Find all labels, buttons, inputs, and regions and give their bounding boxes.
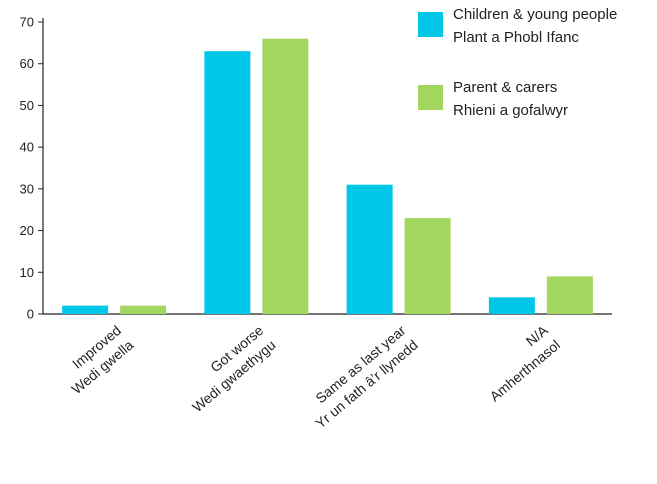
legend-label-en: Parent & carers (453, 79, 557, 96)
bar-series2-got-worse (262, 38, 309, 314)
y-tick-label: 0 (27, 307, 34, 322)
legend-label-cy: Plant a Phobl Ifanc (453, 29, 579, 46)
y-tick-label: 30 (20, 181, 34, 196)
bar-series2-n-a (546, 276, 593, 314)
y-tick-label: 60 (20, 56, 34, 71)
bar-series1-n-a (488, 297, 535, 314)
y-tick-label: 20 (20, 223, 34, 238)
legend-label-en: Children & young people (453, 6, 617, 23)
y-tick-labels: 0 10 20 30 40 50 60 70 (20, 15, 34, 322)
legend-swatch-series2 (418, 85, 443, 110)
category-label-cy: Amherthnasol (487, 337, 563, 405)
bar-series1-improved (62, 305, 109, 314)
y-tick-label: 10 (20, 265, 34, 280)
legend: Children & young people Plant a Phobl Ifa… (418, 6, 617, 119)
y-tick-label: 50 (20, 98, 34, 113)
bar-series2-same-as-last-year (404, 218, 451, 314)
legend-label-cy: Rhieni a gofalwyr (453, 102, 568, 119)
bar-series1-same-as-last-year (346, 184, 393, 314)
bar-series2-improved (120, 305, 167, 314)
bars (62, 38, 593, 314)
axes (38, 18, 612, 315)
y-tick-label: 70 (20, 15, 34, 30)
legend-swatch-series1 (418, 12, 443, 37)
bar-series1-got-worse (204, 51, 251, 314)
y-tick-label: 40 (20, 140, 34, 155)
